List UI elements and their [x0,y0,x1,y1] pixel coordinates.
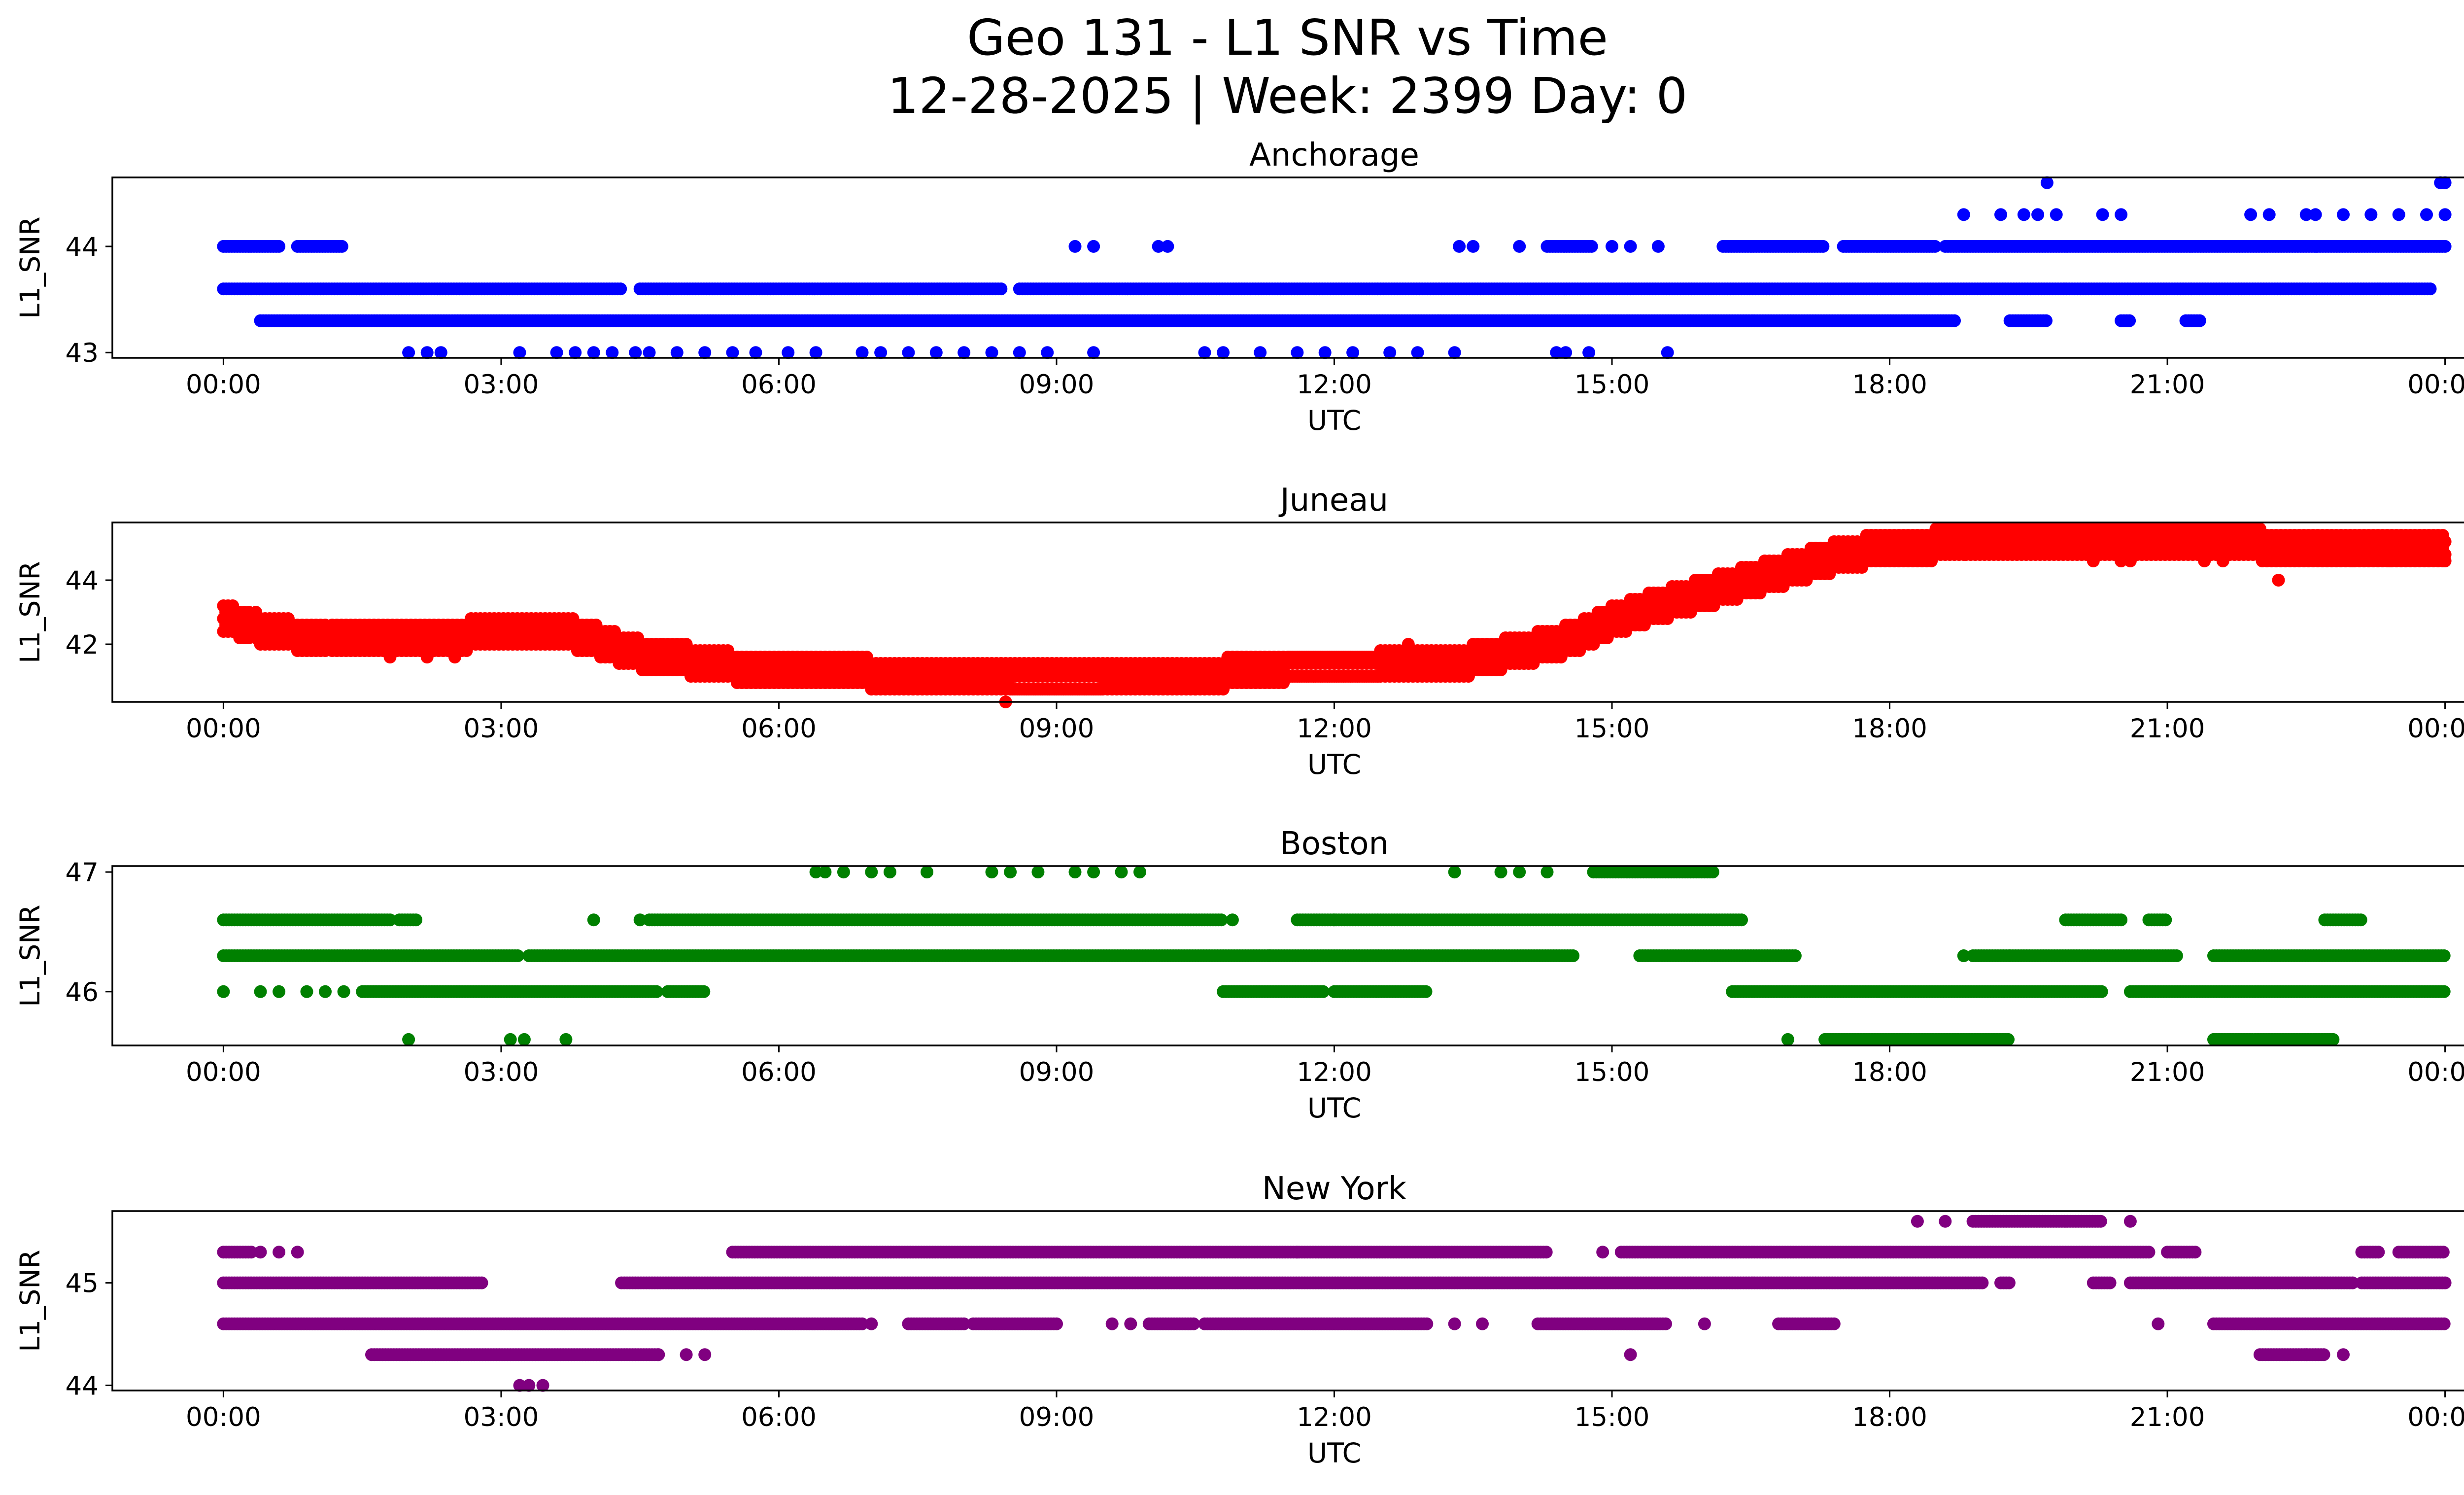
panel-title: Anchorage [1249,137,1419,174]
x-tick-label: 18:00 [1852,370,1927,400]
x-tick-label: 09:00 [1019,370,1095,400]
data-point [1453,240,1466,253]
data-point [1476,663,1489,676]
x-axis-label: UTC [1307,749,1361,780]
data-point [2216,555,2229,567]
data-point [1585,240,1598,253]
panel-title: Boston [1280,826,1389,862]
data-point [2420,208,2433,221]
panel-anchorage: Anchorage 00:00 03:00 06:00 09:00 12:00 15:00 1… [14,137,2464,436]
data-point [1651,240,1665,253]
data-point [2438,240,2452,253]
data-point [994,282,1008,296]
data-point [2383,555,2396,567]
x-tick-label: 03:00 [464,370,539,400]
data-point [2031,208,2045,221]
data-point [1788,949,1802,962]
data-point [2346,555,2359,567]
x-tick-label: 00:00 [186,370,261,400]
data-point [2087,555,2100,567]
x-tick-label: 06:00 [741,714,817,744]
data-point [2424,282,2437,296]
x-tick-label: 09:00 [1019,714,1095,744]
data-point [2272,574,2285,587]
data-point [2198,555,2211,567]
data-point [511,949,524,962]
data-point [1816,240,1830,253]
x-tick-label: 00:00 [2407,714,2464,744]
x-tick-label: 03:00 [464,714,539,744]
data-point [335,240,348,253]
data-point [2337,208,2350,221]
y-tick-label: 42 [66,630,99,660]
x-tick-label: 18:00 [1852,714,1927,744]
y-axis-label: L1_SNR [14,216,46,318]
data-point [2364,208,2378,221]
data-point [383,651,397,663]
data-point [1948,314,1961,327]
data-point [2096,208,2109,221]
data-point [2392,208,2405,221]
data-point [1567,949,1580,962]
y-tick-label: 44 [66,566,99,596]
figure-title-line-2: 12-28-2025 | Week: 2399 Day: 0 [887,67,1688,125]
data-point [1994,208,2007,221]
data-points [217,522,2452,708]
data-point [2437,949,2451,962]
data-point [1606,240,1618,253]
x-tick-label: 15:00 [1574,714,1650,744]
x-tick-label: 21:00 [2130,714,2205,744]
axes-frame [111,176,2464,359]
data-point [1087,240,1100,253]
data-point [2115,208,2128,221]
data-point [1068,240,1082,253]
x-tick-label: 21:00 [2130,370,2205,400]
data-point [1513,240,1526,253]
data-point [2438,208,2452,221]
data-point [273,240,286,253]
x-axis-label: UTC [1307,405,1361,436]
data-point [2438,535,2452,548]
x-tick-label: 00:00 [2407,370,2464,400]
data-point [1467,240,1480,253]
data-point [2253,522,2266,535]
data-point [2123,555,2137,567]
data-point [2123,314,2136,327]
data-point [1161,240,1174,253]
data-point [2309,208,2322,221]
x-tick-label: 00:00 [186,714,261,744]
data-point [2262,208,2276,221]
data-point [2170,949,2183,962]
data-points [217,866,2451,1046]
y-axis-label: L1_SNR [14,561,46,663]
figure-title-line-1: Geo 131 - L1 SNR vs Time [967,9,1608,67]
y-tick-label: 43 [66,338,99,368]
x-tick-label: 12:00 [1297,714,1372,744]
data-point [2193,314,2206,327]
x-tick-label: 12:00 [1297,370,1372,400]
data-point [614,282,627,296]
data-point [448,651,461,663]
data-point [1402,638,1415,651]
panel-juneau: Juneau 00:00 03:00 06:00 09:00 12:00 15:00 18:0… [14,482,2464,780]
data-point [1957,208,1970,221]
data-point [2244,208,2258,221]
data-point [1189,683,1202,695]
data-point [2017,208,2030,221]
x-tick-label: 15:00 [1574,370,1650,400]
data-point [2179,522,2192,535]
data-point [2050,208,2063,221]
data-points [217,176,2452,359]
data-point [2040,314,2053,327]
data-point [420,651,434,663]
figure-title: Geo 131 - L1 SNR vs Time 12-28-2025 | We… [0,9,2464,125]
data-point [1624,240,1637,253]
panel-title: Juneau [1278,482,1388,519]
data-point [2438,555,2452,567]
x-tick-label: 06:00 [741,370,817,400]
y-tick-label: 44 [66,232,99,262]
